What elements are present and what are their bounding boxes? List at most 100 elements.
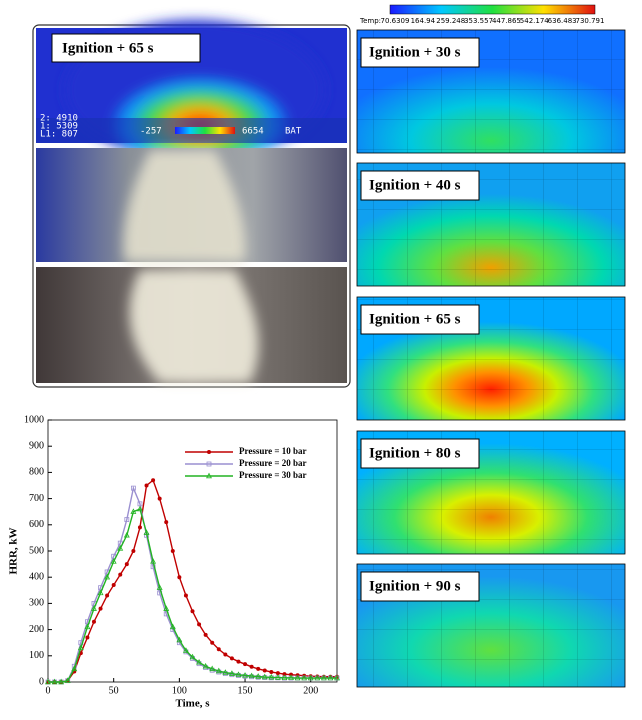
- marker: [91, 605, 97, 611]
- panel-label: Ignition + 30 s: [369, 44, 461, 60]
- marker: [334, 674, 340, 681]
- marker: [269, 670, 274, 675]
- marker: [124, 517, 130, 522]
- marker: [124, 562, 129, 567]
- marker: [197, 622, 202, 627]
- y-tick-label: 300: [29, 598, 44, 609]
- marker: [177, 575, 182, 580]
- y-tick-label: 500: [29, 545, 44, 556]
- panel-label: Ignition + 80 s: [369, 445, 461, 461]
- marker: [117, 545, 124, 551]
- legend-label: Pressure = 10 bar: [239, 446, 307, 456]
- marker: [182, 647, 189, 653]
- marker: [222, 669, 229, 675]
- marker: [243, 662, 248, 667]
- legend-label: Pressure = 30 bar: [239, 470, 307, 480]
- y-tick-label: 900: [29, 440, 44, 451]
- marker: [209, 665, 216, 672]
- label-box: [360, 571, 480, 602]
- marker: [190, 609, 195, 614]
- panel-label: Ignition + 65 s: [62, 40, 154, 56]
- overlay-text: 6654: [242, 127, 264, 137]
- marker: [143, 529, 150, 535]
- colorbar-tick-label: 353.557: [464, 17, 493, 25]
- legend-label: Pressure = 20 bar: [239, 458, 307, 468]
- y-tick-label: 600: [29, 519, 44, 530]
- marker: [294, 674, 301, 681]
- marker: [275, 671, 280, 676]
- label-box: [51, 33, 201, 63]
- legend-marker: [207, 450, 211, 454]
- marker: [189, 653, 196, 660]
- panel-label: Ignition + 40 s: [369, 177, 461, 193]
- marker: [274, 674, 281, 680]
- marker: [282, 672, 287, 677]
- marker: [151, 478, 156, 483]
- y-tick-label: 400: [29, 571, 44, 582]
- marker: [144, 483, 149, 488]
- x-tick-label: 150: [238, 685, 253, 696]
- marker: [249, 664, 254, 669]
- overlay-text: L1: 807: [40, 130, 78, 140]
- marker: [228, 670, 235, 676]
- marker: [215, 667, 222, 674]
- cfd-panels: Ignition + 30 s Ignition + 40 s Ignition +…: [356, 29, 626, 688]
- marker: [130, 485, 136, 491]
- marker: [307, 674, 314, 681]
- marker: [84, 623, 91, 630]
- marker: [327, 674, 334, 681]
- marker: [242, 672, 249, 678]
- marker: [51, 678, 58, 685]
- marker: [301, 674, 308, 681]
- marker: [58, 678, 65, 685]
- marker: [85, 635, 90, 640]
- marker: [123, 531, 130, 538]
- marker: [111, 583, 116, 588]
- marker: [176, 636, 183, 643]
- label-box: [360, 304, 480, 335]
- marker: [248, 672, 255, 679]
- y-tick-label: 0: [39, 676, 44, 687]
- marker: [210, 640, 215, 645]
- legend-marker: [206, 461, 212, 467]
- y-tick-label: 800: [29, 467, 44, 478]
- label-box: [360, 37, 480, 68]
- marker: [281, 674, 288, 681]
- colorbar-tick-label: 259.248: [436, 17, 465, 25]
- marker: [236, 659, 241, 664]
- marker: [235, 671, 242, 677]
- marker: [156, 584, 163, 590]
- x-tick-label: 0: [46, 685, 51, 696]
- colorbar-ticks: 70.6309 164.94 259.248353.557447.865542.17…: [381, 17, 605, 25]
- colorbar-tick-label: 636.483: [548, 17, 577, 25]
- y-tick-label: 100: [29, 650, 44, 661]
- marker: [223, 652, 228, 657]
- panel-label: Ignition + 65 s: [369, 311, 461, 327]
- marker: [163, 605, 170, 611]
- label-box: [360, 170, 480, 201]
- marker: [261, 673, 268, 680]
- y-axis-label: HRR, kW: [8, 527, 20, 574]
- colorbar-tick-label: 542.174: [520, 17, 549, 25]
- marker: [105, 593, 110, 598]
- marker: [183, 593, 188, 598]
- colorbar-tick-label: 70.6309: [381, 17, 410, 25]
- marker: [150, 558, 157, 564]
- marker: [130, 508, 137, 514]
- marker: [98, 606, 103, 611]
- marker: [118, 572, 123, 577]
- thermal-scale: [175, 127, 235, 134]
- marker: [110, 558, 117, 564]
- marker: [288, 674, 294, 681]
- marker: [196, 659, 203, 665]
- x-tick-label: 200: [303, 685, 318, 696]
- series-line: [48, 508, 337, 683]
- marker: [320, 674, 327, 681]
- panel-label: Ignition + 90 s: [369, 578, 461, 594]
- overlay-text: -257: [140, 127, 162, 137]
- y-tick-label: 200: [29, 624, 44, 635]
- overlay-text: BAT: [285, 127, 302, 137]
- marker: [71, 665, 78, 672]
- colorbar-tick-label: 164.94: [411, 17, 436, 25]
